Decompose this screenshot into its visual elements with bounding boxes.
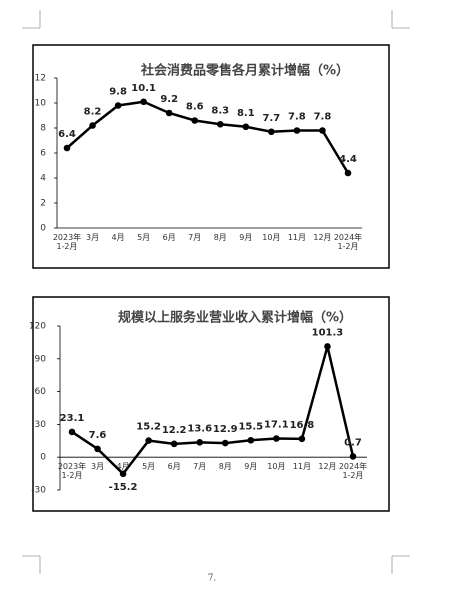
data-label: 8.1 <box>237 108 255 119</box>
data-label: -15.2 <box>109 482 138 493</box>
data-label: 8.3 <box>211 105 229 116</box>
x-tick-label: 11月 <box>292 462 311 471</box>
x-tick-label: 8月 <box>218 462 232 471</box>
point <box>165 109 173 117</box>
data-label: 15.5 <box>238 421 263 432</box>
line <box>66 100 350 174</box>
y-tick-label: 8 <box>40 124 46 134</box>
point <box>273 435 280 442</box>
y-tick-label: -30 <box>31 486 46 496</box>
x-tick-label: 2023年1-2月 <box>57 462 87 480</box>
corner-marks <box>22 10 410 574</box>
point <box>196 439 204 446</box>
data-label: 16.8 <box>290 420 315 431</box>
point <box>221 439 229 447</box>
data-label: 8.2 <box>84 107 102 118</box>
point <box>145 437 152 444</box>
y-tick-label: 6 <box>40 149 46 159</box>
data-label: 7.7 <box>263 113 281 124</box>
data-label: 9.2 <box>160 94 178 105</box>
point <box>140 98 147 106</box>
y-tick-label: 12 <box>35 74 46 84</box>
y-tick-label: 120 <box>29 322 46 332</box>
x-tick-label: 3月 <box>90 462 105 471</box>
point <box>119 470 127 478</box>
point <box>242 123 250 131</box>
x-tick-label: 6月 <box>162 233 176 242</box>
chart-frame <box>32 296 390 512</box>
point <box>298 435 306 443</box>
point <box>68 428 76 436</box>
page-number: 7. <box>208 574 217 584</box>
data-label: 12.2 <box>162 425 187 436</box>
x-tick-label: 5月 <box>142 462 156 471</box>
x-tick-label: 2024年1-2月 <box>338 462 368 480</box>
data-label: 0.7 <box>344 437 362 448</box>
point <box>324 343 331 350</box>
data-label: 13.6 <box>187 423 212 434</box>
point <box>268 128 275 136</box>
point <box>114 102 122 109</box>
point <box>344 169 352 177</box>
y-tick-label: 2 <box>40 199 46 209</box>
x-tick-label: 10月 <box>262 233 281 242</box>
line <box>71 346 355 476</box>
x-tick-label: 7月 <box>193 462 207 471</box>
chart-frame <box>32 44 390 269</box>
x-tick-label: 3月 <box>85 233 100 242</box>
y-tick-label: 0 <box>40 224 46 234</box>
data-label: 12.9 <box>213 424 238 435</box>
x-tick-label: 11月 <box>287 233 306 242</box>
point <box>247 436 255 444</box>
point <box>216 120 224 128</box>
x-tick-label: 4月 <box>111 233 125 242</box>
x-tick-label: 10月 <box>267 462 286 471</box>
data-label: 10.1 <box>131 83 156 94</box>
data-label: 101.3 <box>312 327 344 338</box>
x-tick-label: 4月 <box>116 462 130 471</box>
point <box>293 127 301 134</box>
y-tick-label: 0 <box>40 453 46 463</box>
x-tick-label: 12月 <box>313 233 332 242</box>
x-tick-label: 2023年1-2月 <box>52 233 82 251</box>
data-label: 4.4 <box>339 154 357 165</box>
x-tick-label: 2024年1-2月 <box>333 233 363 251</box>
y-tick-label: 10 <box>35 99 47 109</box>
point <box>63 144 71 152</box>
point <box>170 440 178 448</box>
point <box>89 122 96 129</box>
x-tick-label: 5月 <box>137 233 151 242</box>
chart-title: 社会消费品零售各月累计增幅（%） <box>140 63 349 79</box>
y-tick-label: 60 <box>35 387 47 397</box>
y-tick-label: 4 <box>40 174 46 184</box>
chart-title: 规模以上服务业营业收入累计增幅（%） <box>118 310 352 326</box>
x-tick-label: 6月 <box>167 462 181 471</box>
data-label: 17.1 <box>264 420 289 431</box>
data-label: 8.6 <box>186 102 204 113</box>
point <box>191 117 199 124</box>
x-tick-label: 8月 <box>213 233 227 242</box>
data-label: 7.8 <box>314 112 332 123</box>
x-tick-label: 12月 <box>318 462 337 471</box>
x-tick-label: 9月 <box>244 462 258 471</box>
data-label: 7.6 <box>89 430 107 441</box>
data-label: 6.4 <box>58 129 76 140</box>
data-label: 15.2 <box>136 422 161 433</box>
data-label: 23.1 <box>60 413 85 424</box>
point <box>94 445 101 453</box>
data-label: 7.8 <box>288 112 306 123</box>
data-label: 9.8 <box>109 87 127 98</box>
point <box>319 127 326 134</box>
y-tick-label: 90 <box>35 354 47 364</box>
x-tick-label: 9月 <box>239 233 253 242</box>
y-tick-label: 30 <box>35 420 47 430</box>
point <box>349 453 357 460</box>
x-tick-label: 7月 <box>188 233 202 242</box>
